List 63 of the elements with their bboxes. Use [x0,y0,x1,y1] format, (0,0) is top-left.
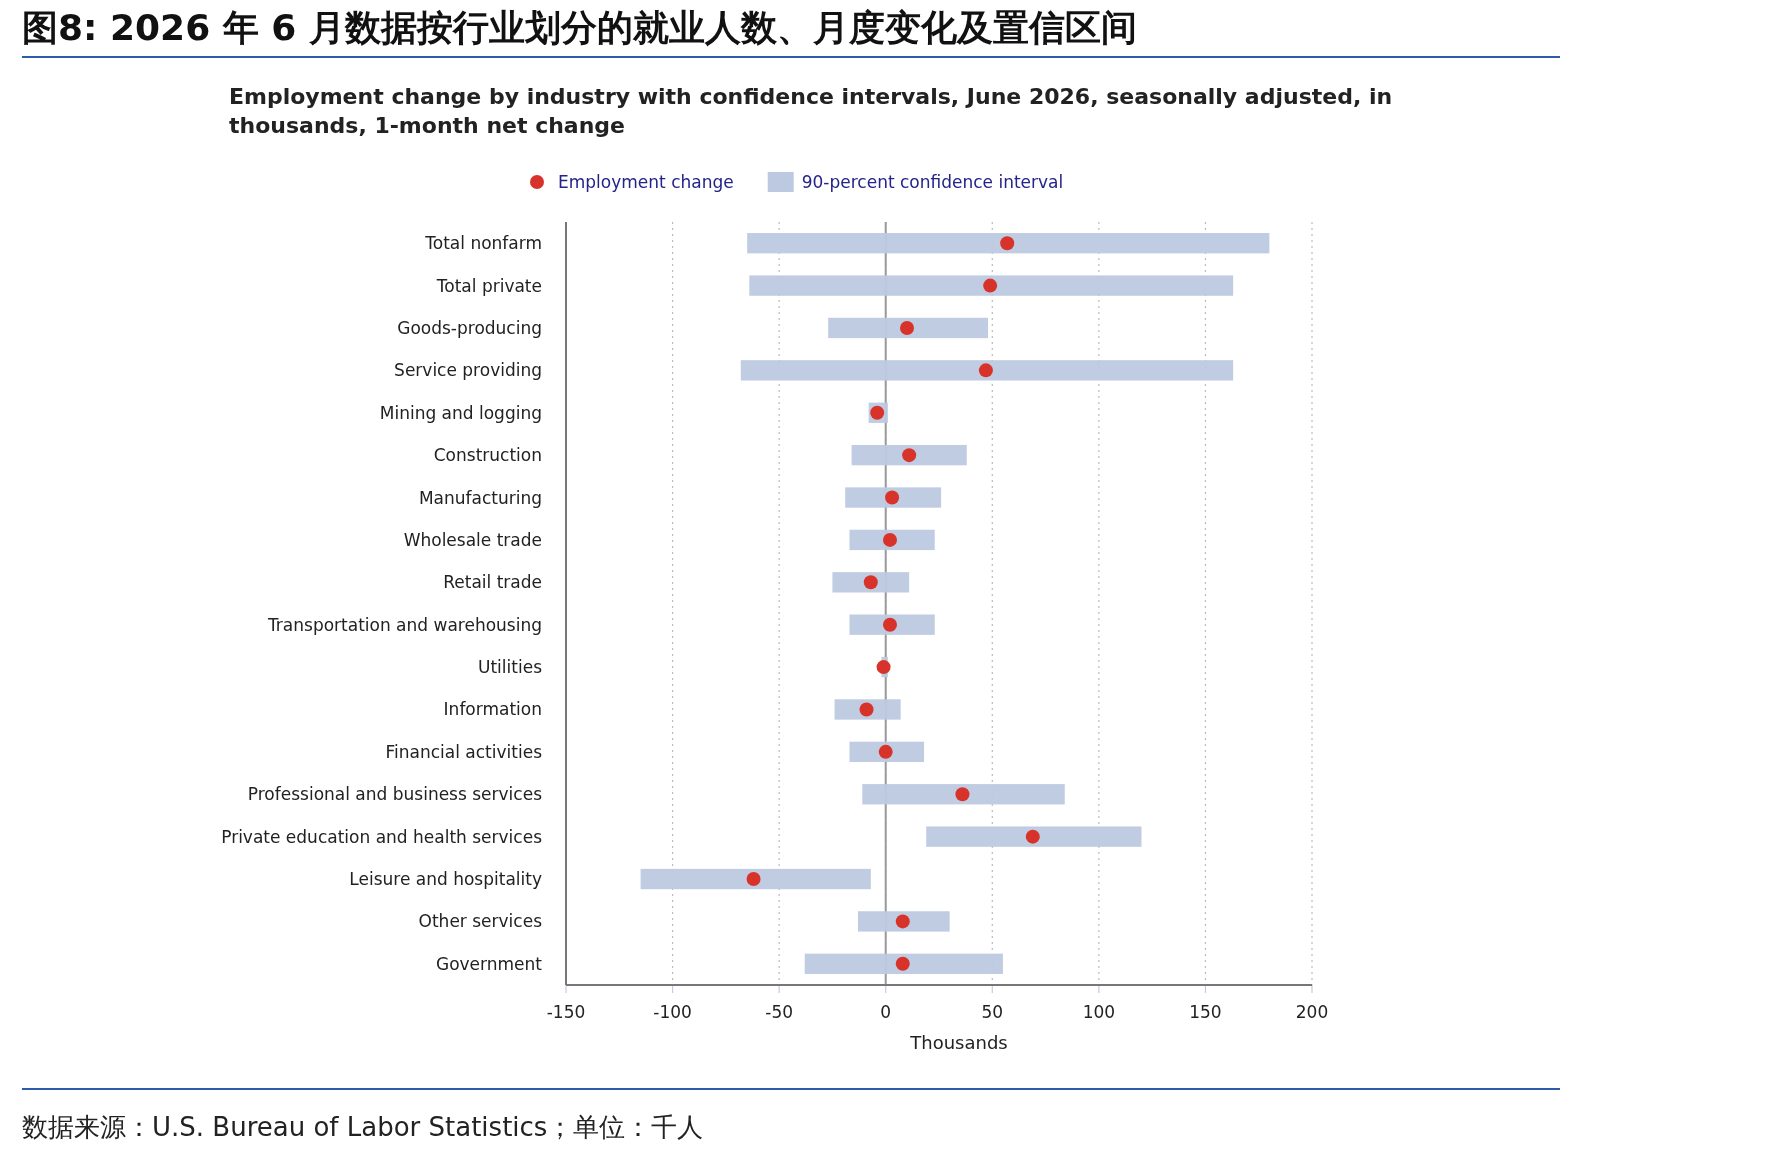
x-tick-label: -50 [765,1002,794,1022]
point [900,320,915,335]
y-tick-label: Utilities [478,657,543,678]
bar [849,614,935,635]
y-tick-label: Wholesale trade [403,529,542,550]
point [978,363,993,378]
bar [926,826,1142,847]
y-tick-label: Total private [435,275,542,296]
y-tick-label: Professional and business services [247,784,543,805]
x-tick-label: 100 [1082,1002,1116,1022]
point [983,278,998,293]
bar [862,784,1065,805]
y-tick-label: Private education and health services [221,826,543,847]
bar [740,360,1234,381]
point [746,872,761,887]
point [885,490,900,505]
x-tick-label: 0 [880,1002,892,1022]
y-tick-label: Goods-producing [397,317,542,338]
x-tick-label: -150 [546,1002,586,1022]
point [878,744,893,759]
y-tick-label: Manufacturing [418,487,542,508]
bar [804,953,1003,974]
bar [832,572,910,593]
bar [749,275,1234,296]
point [863,575,878,590]
x-tick-label: 150 [1189,1002,1222,1022]
x-tick-label: 200 [1295,1002,1329,1022]
y-tick-label: Total nonfarm [424,233,542,254]
y-tick-label: Transportation and warehousing [266,614,542,635]
bar [849,529,935,551]
bar [640,868,871,890]
point [902,448,917,463]
x-tick-label: 50 [981,1002,1004,1022]
point [876,660,891,675]
y-tick-label: Leisure and hospitality [349,869,542,890]
y-tick-label: Government [435,953,543,974]
x-tick-label: -100 [653,1002,692,1022]
chart-title: 图8: 2026 年 6 月数据按行业划分的就业人数、月度变化及置信区间 [22,7,1137,48]
point [1000,236,1015,251]
point [955,787,970,802]
point [895,914,910,929]
chart-subtitle: Employment change by industry with confidence intervals, June 2026, seasonally adjusted, in thousands, 1-month net change [229,84,1393,138]
bar [845,487,942,508]
y-tick-label: Retail trade [443,572,542,593]
point [895,956,910,971]
bar [747,233,1270,254]
bar [828,317,989,339]
y-tick-label: Information [443,699,542,720]
x-axis-title: Thousands [909,1032,1008,1053]
point [882,617,897,632]
point [859,702,874,717]
y-tick-label: Mining and logging [379,402,542,423]
y-tick-label: Construction [433,445,542,466]
bar [851,444,967,466]
y-tick-label: Financial activities [385,741,543,762]
legend-label: 90-percent confidence interval [801,172,1064,192]
source-note: 数据来源：U.S. Bureau of Labor Statistics；单位：千人 [22,1112,704,1142]
bar [858,911,950,932]
legend-label: Employment change [558,172,734,192]
y-tick-label: Other services [418,911,543,932]
y-tick-label: Service providing [394,360,542,381]
point [882,532,897,547]
point [1025,829,1040,844]
